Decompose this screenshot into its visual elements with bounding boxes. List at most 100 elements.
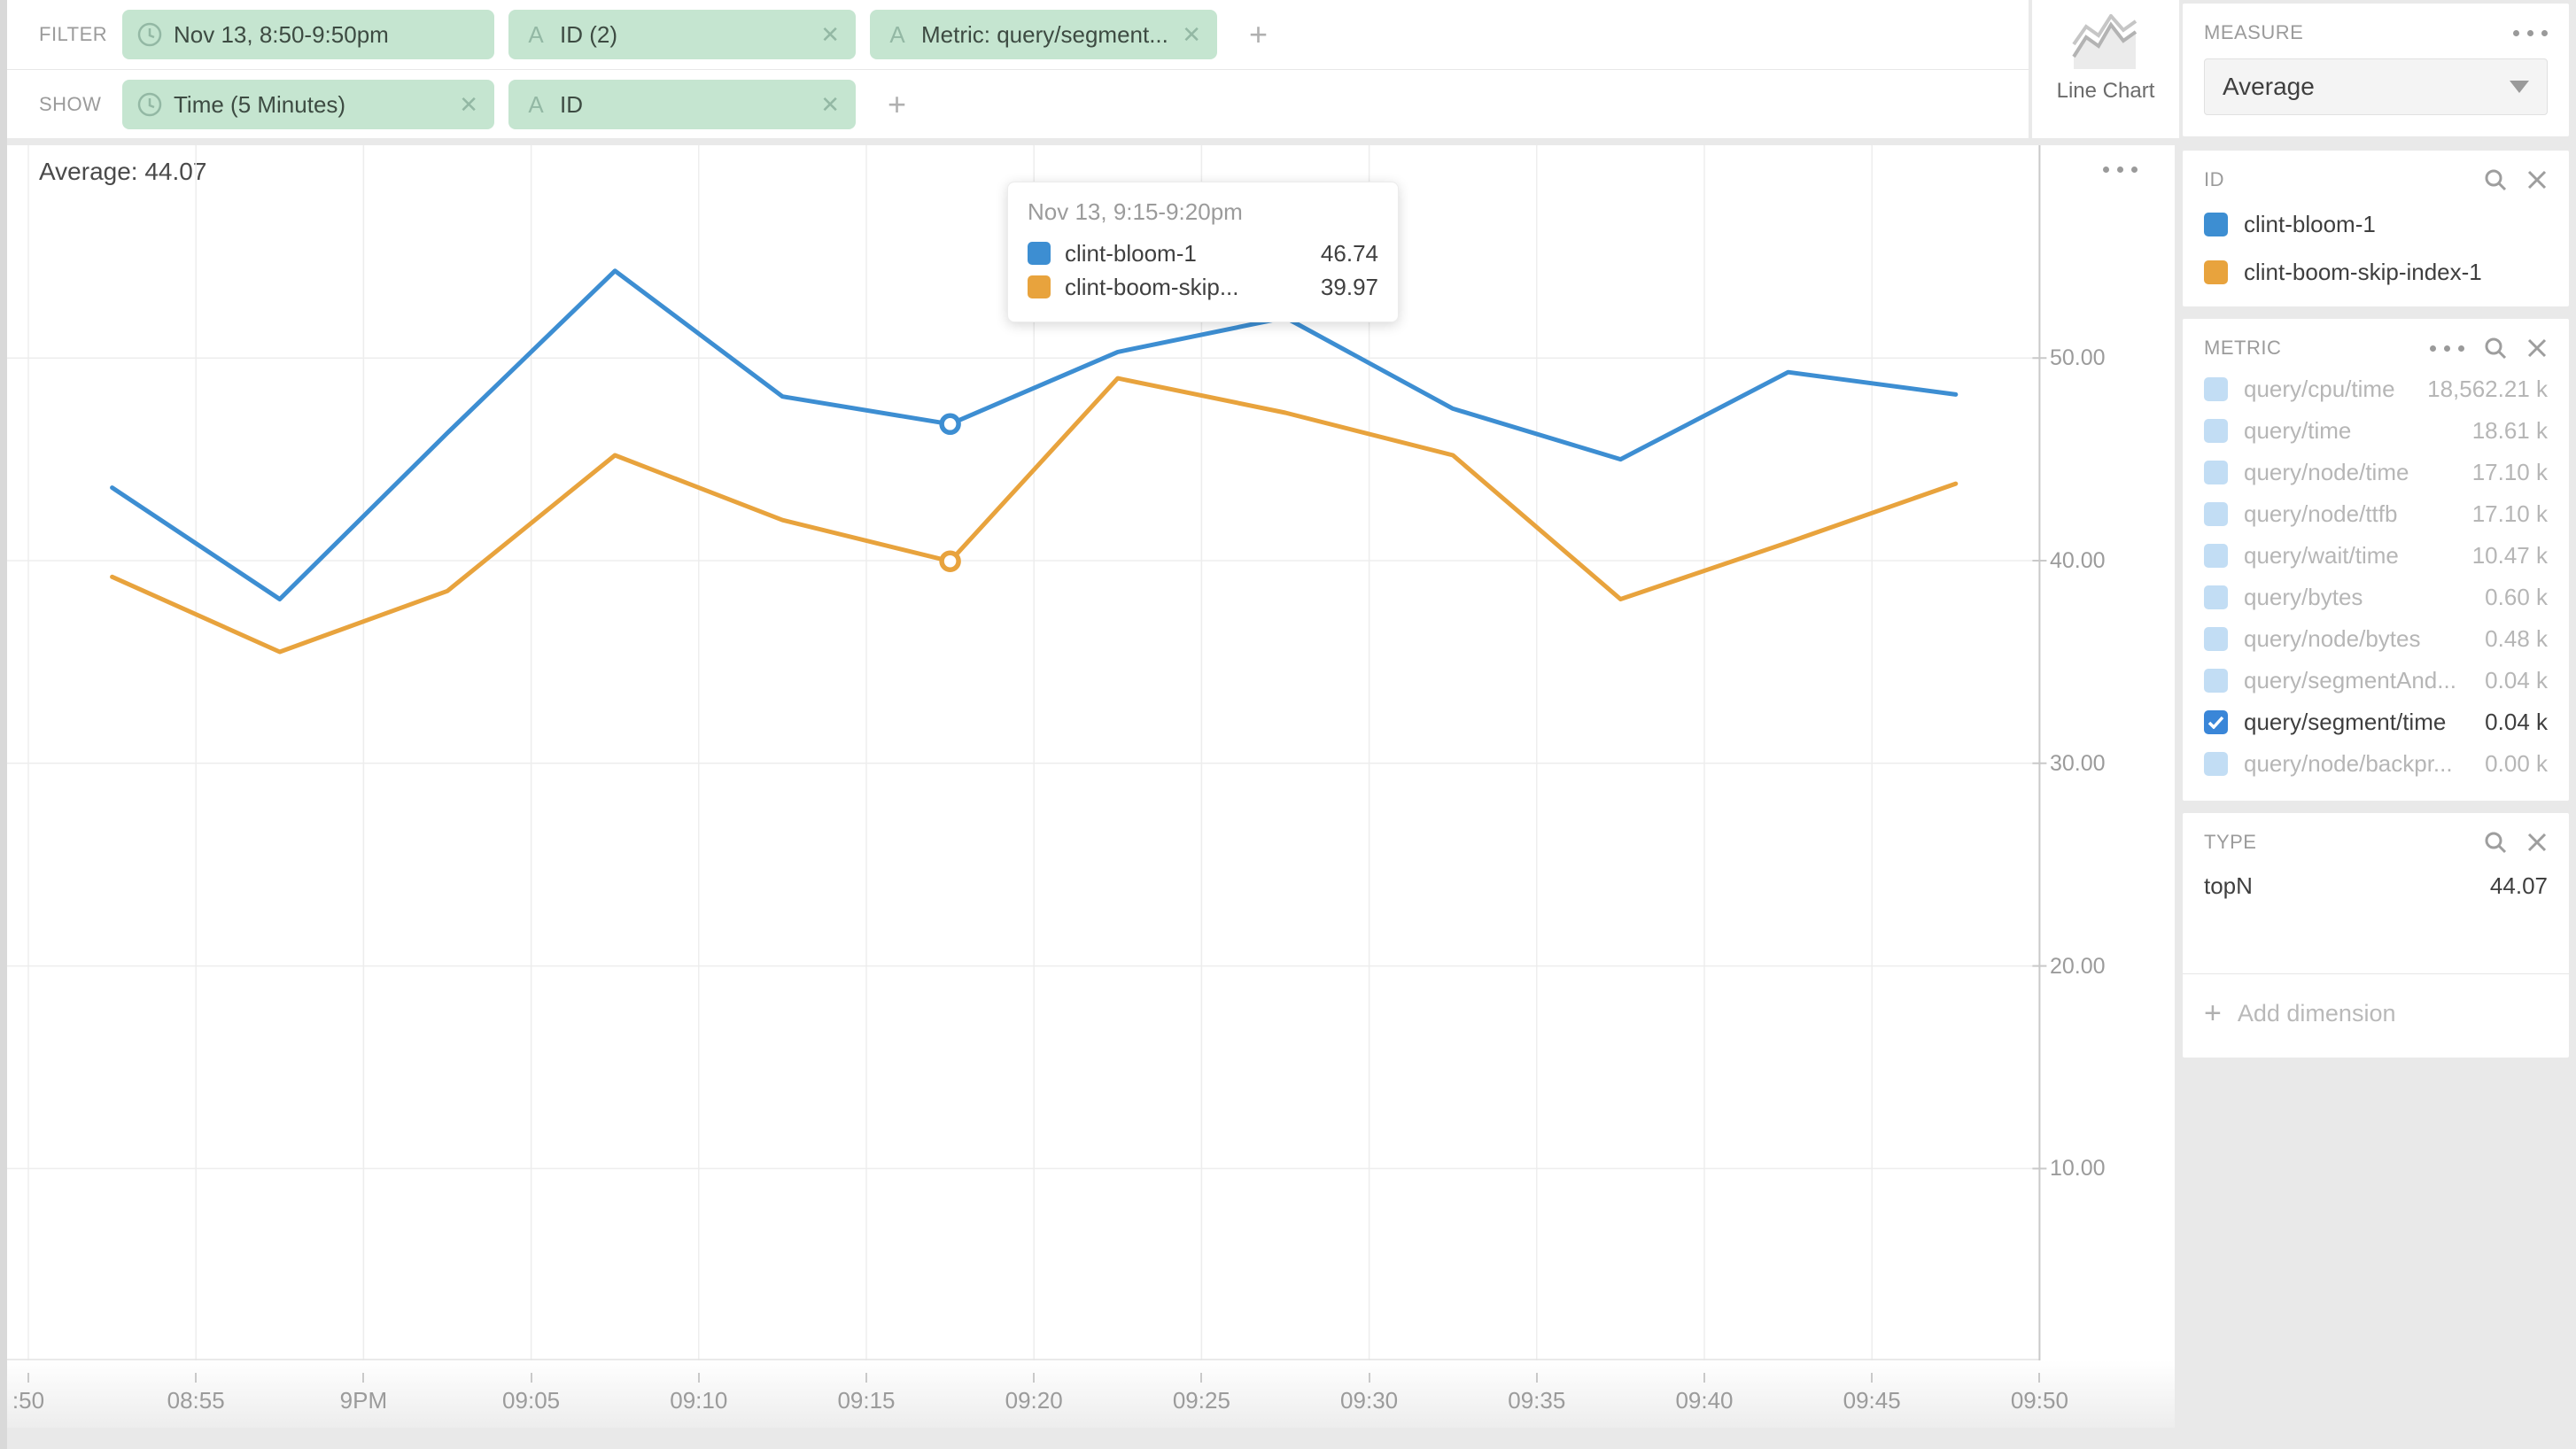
checkbox-unchecked[interactable] (2204, 544, 2228, 568)
close-icon[interactable] (2526, 169, 2548, 190)
measure-more-menu-icon[interactable] (2513, 29, 2548, 36)
checkbox-unchecked[interactable] (2204, 585, 2228, 609)
checkbox-unchecked[interactable] (2204, 461, 2228, 484)
type-value: 44.07 (2489, 872, 2548, 899)
filter-row: FILTER Nov 13, 8:50-9:50pm A ID (2) ✕ A Metri… (7, 0, 2029, 69)
legend-item-label: clint-bloom-1 (2244, 210, 2376, 237)
checkbox-unchecked[interactable] (2204, 377, 2228, 401)
filter-pill-1[interactable]: A ID (2) ✕ (508, 10, 856, 59)
x-axis-label: :50 (12, 1387, 45, 1414)
checkbox-unchecked[interactable] (2204, 669, 2228, 693)
y-axis-label: 10.00 (2050, 1156, 2106, 1182)
vis-type-line-chart[interactable]: Line Chart (2032, 0, 2179, 138)
tooltip-series-row: clint-bloom-1 46.74 (1028, 236, 1378, 270)
add-dimension-button[interactable]: + Add dimension (2183, 973, 2569, 1052)
x-axis-tick (1535, 1373, 1538, 1383)
metric-label: query/cpu/time (2244, 376, 2395, 402)
attribute-icon: A (528, 20, 544, 48)
x-axis-tick (195, 1373, 198, 1383)
y-axis-label: 40.00 (2050, 548, 2106, 573)
checkbox-unchecked[interactable] (2204, 752, 2228, 776)
metric-value: 0.04 k (2485, 709, 2548, 735)
measure-selected-value: Average (2223, 73, 2315, 100)
remove-pill-icon[interactable]: ✕ (459, 90, 478, 118)
x-axis-label: 9PM (339, 1387, 388, 1414)
y-axis-label: 50.00 (2050, 345, 2106, 371)
metric-label: query/node/bytes (2244, 625, 2421, 652)
legend-item[interactable]: clint-bloom-1 (2183, 200, 2569, 248)
metric-label: query/node/ttfb (2244, 500, 2398, 527)
metric-row[interactable]: query/segmentAnd... 0.04 k (2183, 660, 2569, 701)
remove-pill-icon[interactable]: ✕ (1182, 20, 1201, 48)
attribute-icon: A (528, 90, 544, 118)
chart-more-menu-icon[interactable] (2103, 167, 2138, 173)
left-gutter (0, 0, 7, 1449)
id-panel-title: ID (2204, 168, 2224, 190)
checkbox-unchecked[interactable] (2204, 627, 2228, 651)
metric-panel: METRIC query/cpu/time 18,562.21 k query/ti… (2183, 319, 2569, 801)
metric-row[interactable]: query/node/backpr... 0.00 k (2183, 743, 2569, 785)
x-axis-label: 09:40 (1675, 1387, 1734, 1414)
add-split-button[interactable]: + (888, 86, 907, 122)
filter-pill-label: ID (2) (560, 20, 617, 48)
checkbox-checked[interactable] (2204, 710, 2228, 734)
metric-row[interactable]: query/cpu/time 18,562.21 k (2183, 368, 2569, 410)
metric-row[interactable]: query/bytes 0.60 k (2183, 577, 2569, 618)
x-axis-tick (362, 1373, 365, 1383)
show-row-label: SHOW (39, 93, 102, 115)
x-axis-tick (1033, 1373, 1036, 1383)
legend-item[interactable]: clint-boom-skip-index-1 (2183, 248, 2569, 296)
metric-row[interactable]: query/node/ttfb 17.10 k (2183, 493, 2569, 535)
series-color-swatch (2204, 212, 2228, 236)
type-row[interactable]: topN 44.07 (2183, 863, 2569, 909)
metric-panel-title: METRIC (2204, 337, 2282, 359)
search-icon[interactable] (2484, 337, 2507, 360)
show-pill-label: ID (560, 90, 583, 118)
metric-list: query/cpu/time 18,562.21 k query/time 18.61… (2183, 368, 2569, 785)
x-axis-label: 09:25 (1172, 1387, 1230, 1414)
metric-value: 0.60 k (2485, 584, 2548, 610)
topbar-divider (7, 69, 2029, 70)
series-line-clint-bloom-1 (110, 268, 1959, 601)
metric-more-menu-icon[interactable] (2430, 345, 2464, 352)
metric-value: 18,562.21 k (2427, 376, 2548, 402)
metric-row[interactable]: query/wait/time 10.47 k (2183, 535, 2569, 577)
checkbox-unchecked[interactable] (2204, 502, 2228, 526)
line-chart-plot[interactable] (7, 145, 2175, 1360)
metric-label: query/node/time (2244, 459, 2409, 485)
metric-row[interactable]: query/time 18.61 k (2183, 410, 2569, 452)
metric-row[interactable]: query/node/bytes 0.48 k (2183, 618, 2569, 660)
series-color-swatch (1028, 275, 1051, 298)
plus-icon: + (2204, 996, 2222, 1030)
measure-select[interactable]: Average (2204, 58, 2548, 115)
x-axis-tick (697, 1373, 700, 1383)
close-icon[interactable] (2526, 337, 2548, 359)
checkbox-unchecked[interactable] (2204, 419, 2228, 443)
x-axis-label: 09:35 (1508, 1387, 1566, 1414)
tooltip-series-row: clint-boom-skip... 39.97 (1028, 270, 1378, 304)
close-icon[interactable] (2526, 832, 2548, 853)
x-axis-label: 09:05 (502, 1387, 561, 1414)
search-icon[interactable] (2484, 168, 2507, 191)
x-axis-tick (1703, 1373, 1705, 1383)
y-axis-label: 30.00 (2050, 750, 2106, 776)
type-rows: topN 44.07 (2183, 863, 2569, 973)
chart-panel: Average: 44.07 :50 08:55 9PM 09:05 09:10 09:1… (7, 145, 2175, 1428)
remove-pill-icon[interactable]: ✕ (820, 90, 840, 118)
filter-pill-list: Nov 13, 8:50-9:50pm A ID (2) ✕ A Metric: quer… (122, 10, 1231, 59)
add-filter-button[interactable]: + (1249, 16, 1269, 52)
tooltip-rows: clint-bloom-1 46.74 clint-boom-skip... 39.9… (1028, 236, 1378, 304)
line-chart-icon (2072, 12, 2138, 69)
filter-pill-0[interactable]: Nov 13, 8:50-9:50pm (122, 10, 494, 59)
show-pill-1[interactable]: A ID ✕ (508, 80, 856, 129)
search-icon[interactable] (2484, 831, 2507, 854)
remove-pill-icon[interactable]: ✕ (820, 20, 840, 48)
metric-row[interactable]: query/segment/time 0.04 k (2183, 701, 2569, 743)
show-pill-0[interactable]: Time (5 Minutes) ✕ (122, 80, 494, 129)
x-axis-strip (7, 1360, 2175, 1428)
x-axis-tick (865, 1373, 867, 1383)
filter-pill-2[interactable]: A Metric: query/segment... ✕ (870, 10, 1217, 59)
metric-row[interactable]: query/node/time 17.10 k (2183, 452, 2569, 493)
x-axis-label: 08:55 (167, 1387, 225, 1414)
